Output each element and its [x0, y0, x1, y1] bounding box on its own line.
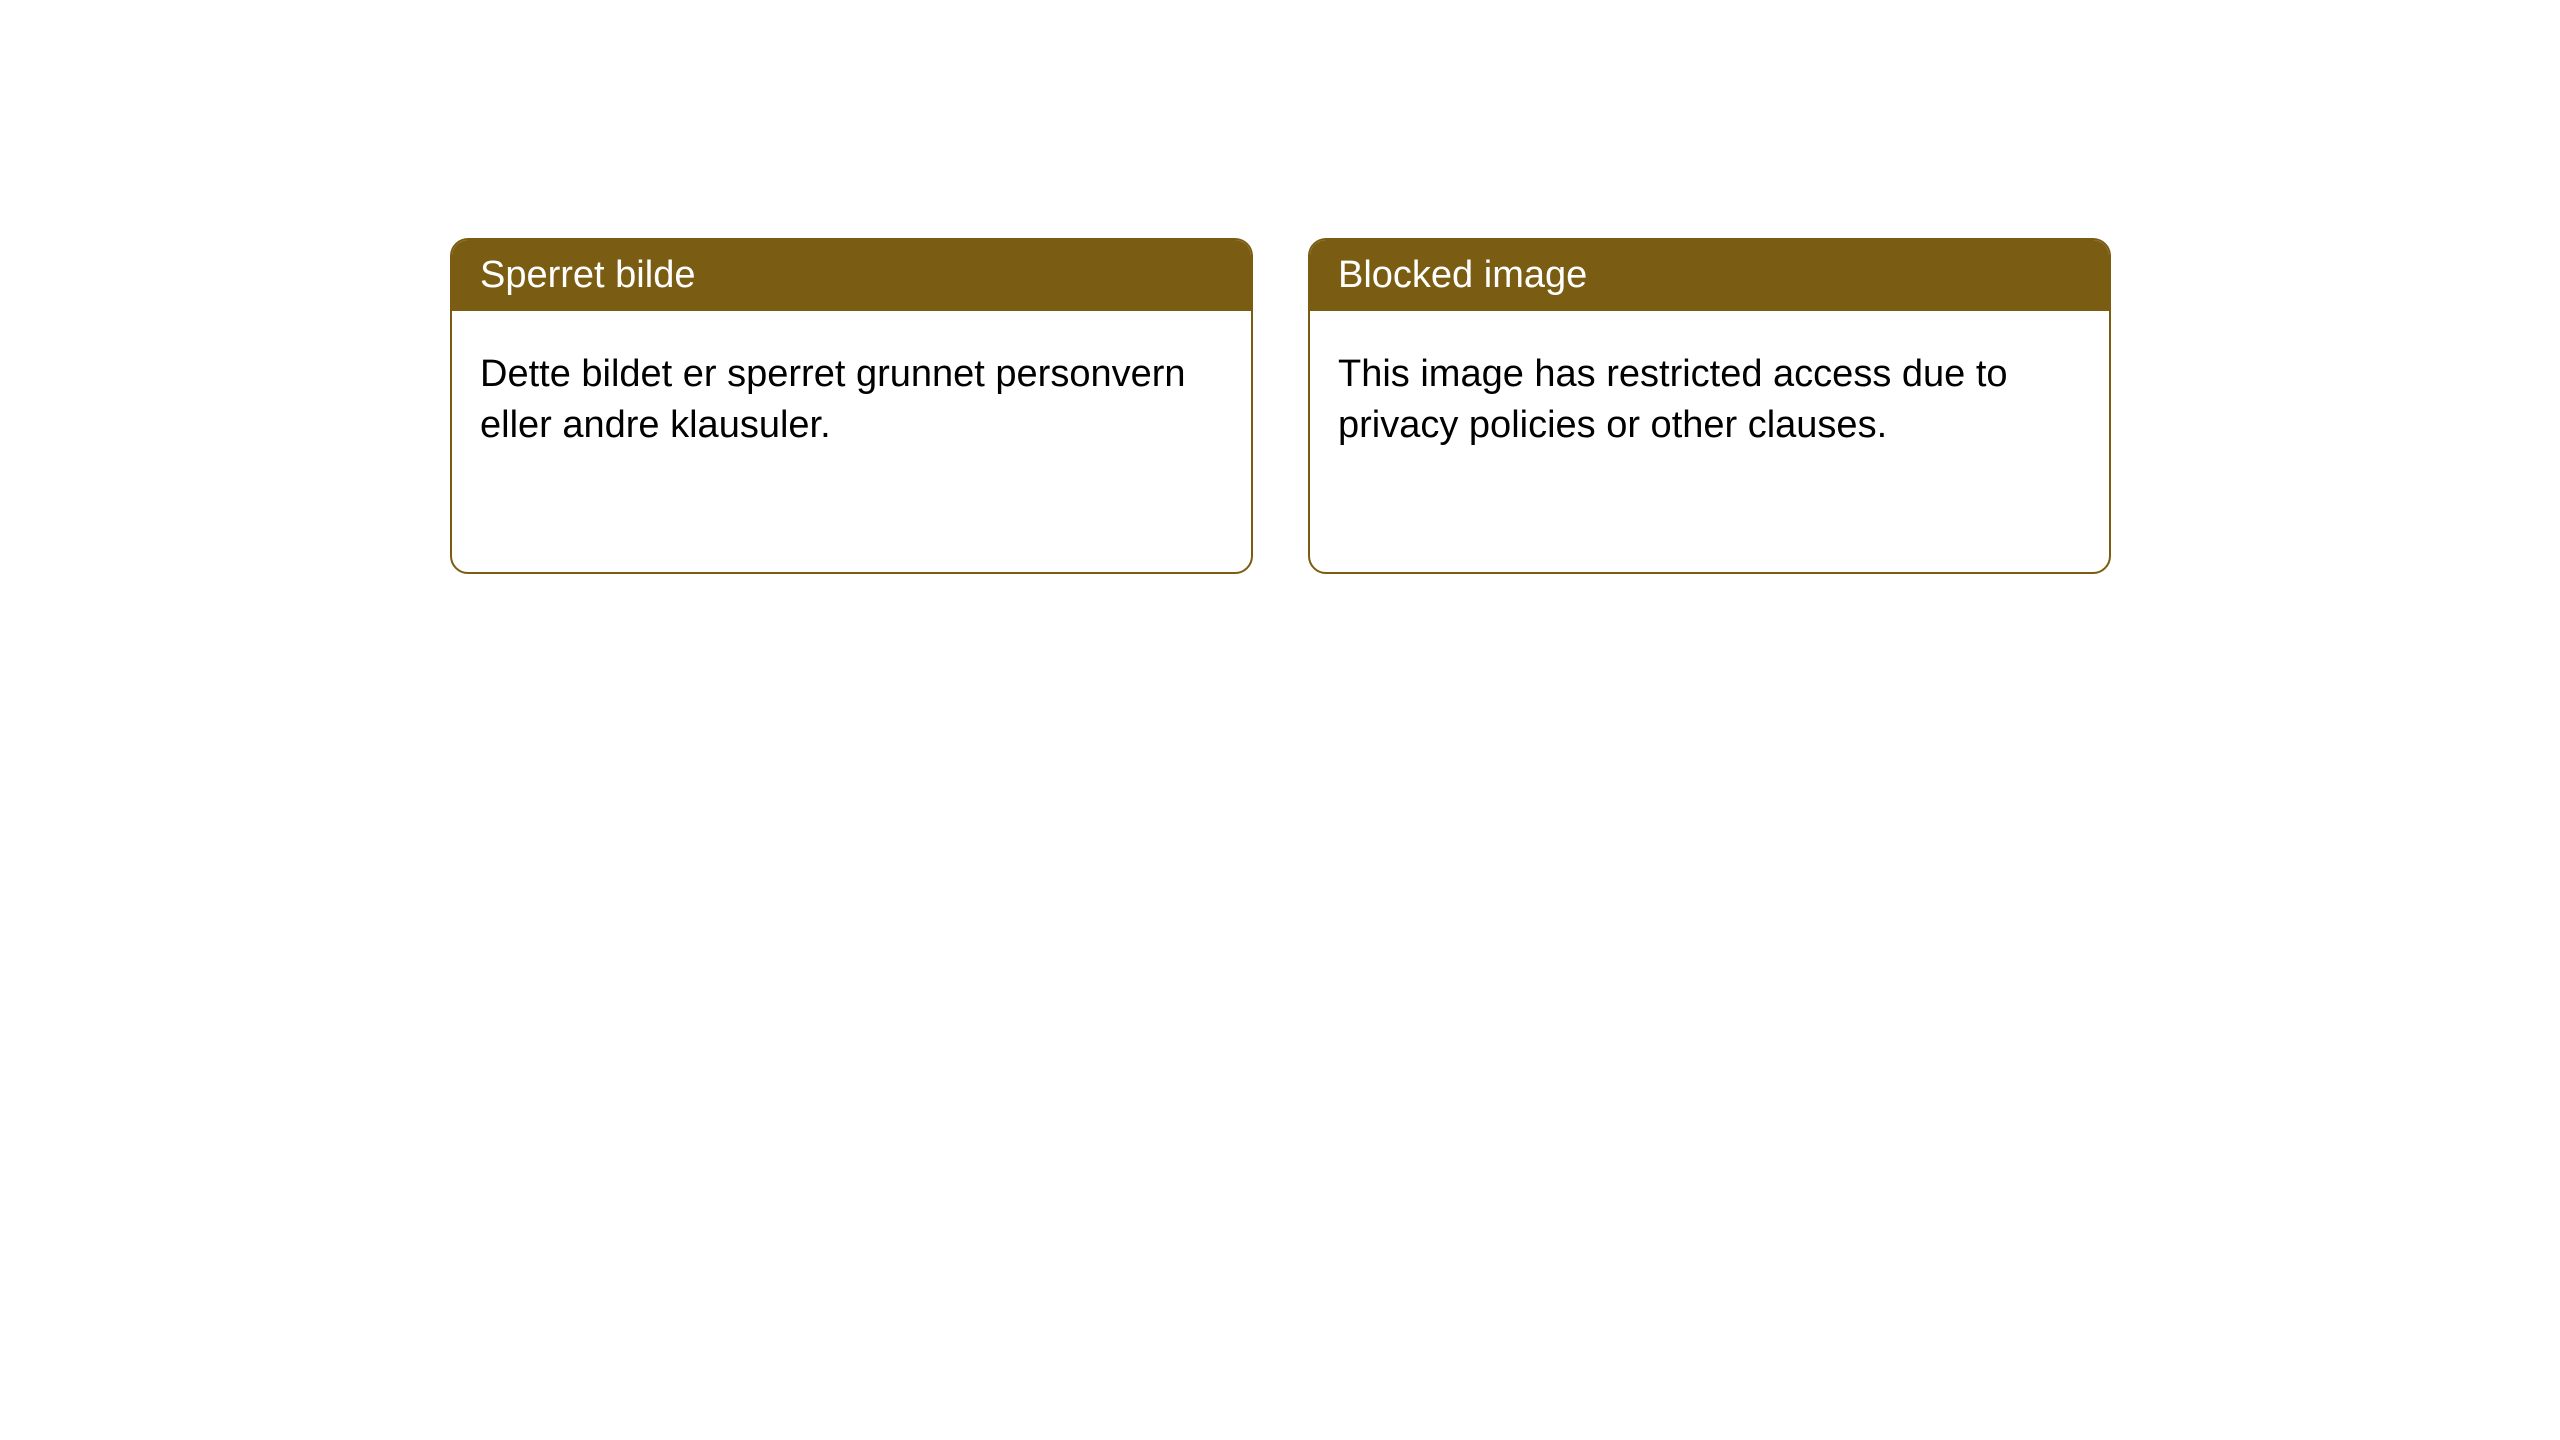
notice-card-body: This image has restricted access due to …: [1310, 311, 2109, 490]
notice-title: Sperret bilde: [480, 254, 695, 296]
notice-card-body: Dette bildet er sperret grunnet personve…: [452, 311, 1251, 490]
notice-card-header: Blocked image: [1310, 240, 2109, 311]
notice-title: Blocked image: [1338, 254, 1587, 296]
notice-card-norwegian: Sperret bilde Dette bildet er sperret gr…: [450, 238, 1253, 574]
notice-card-header: Sperret bilde: [452, 240, 1251, 311]
notice-container: Sperret bilde Dette bildet er sperret gr…: [450, 238, 2111, 574]
notice-body-text: This image has restricted access due to …: [1338, 353, 2008, 446]
notice-card-english: Blocked image This image has restricted …: [1308, 238, 2111, 574]
notice-body-text: Dette bildet er sperret grunnet personve…: [480, 353, 1186, 446]
